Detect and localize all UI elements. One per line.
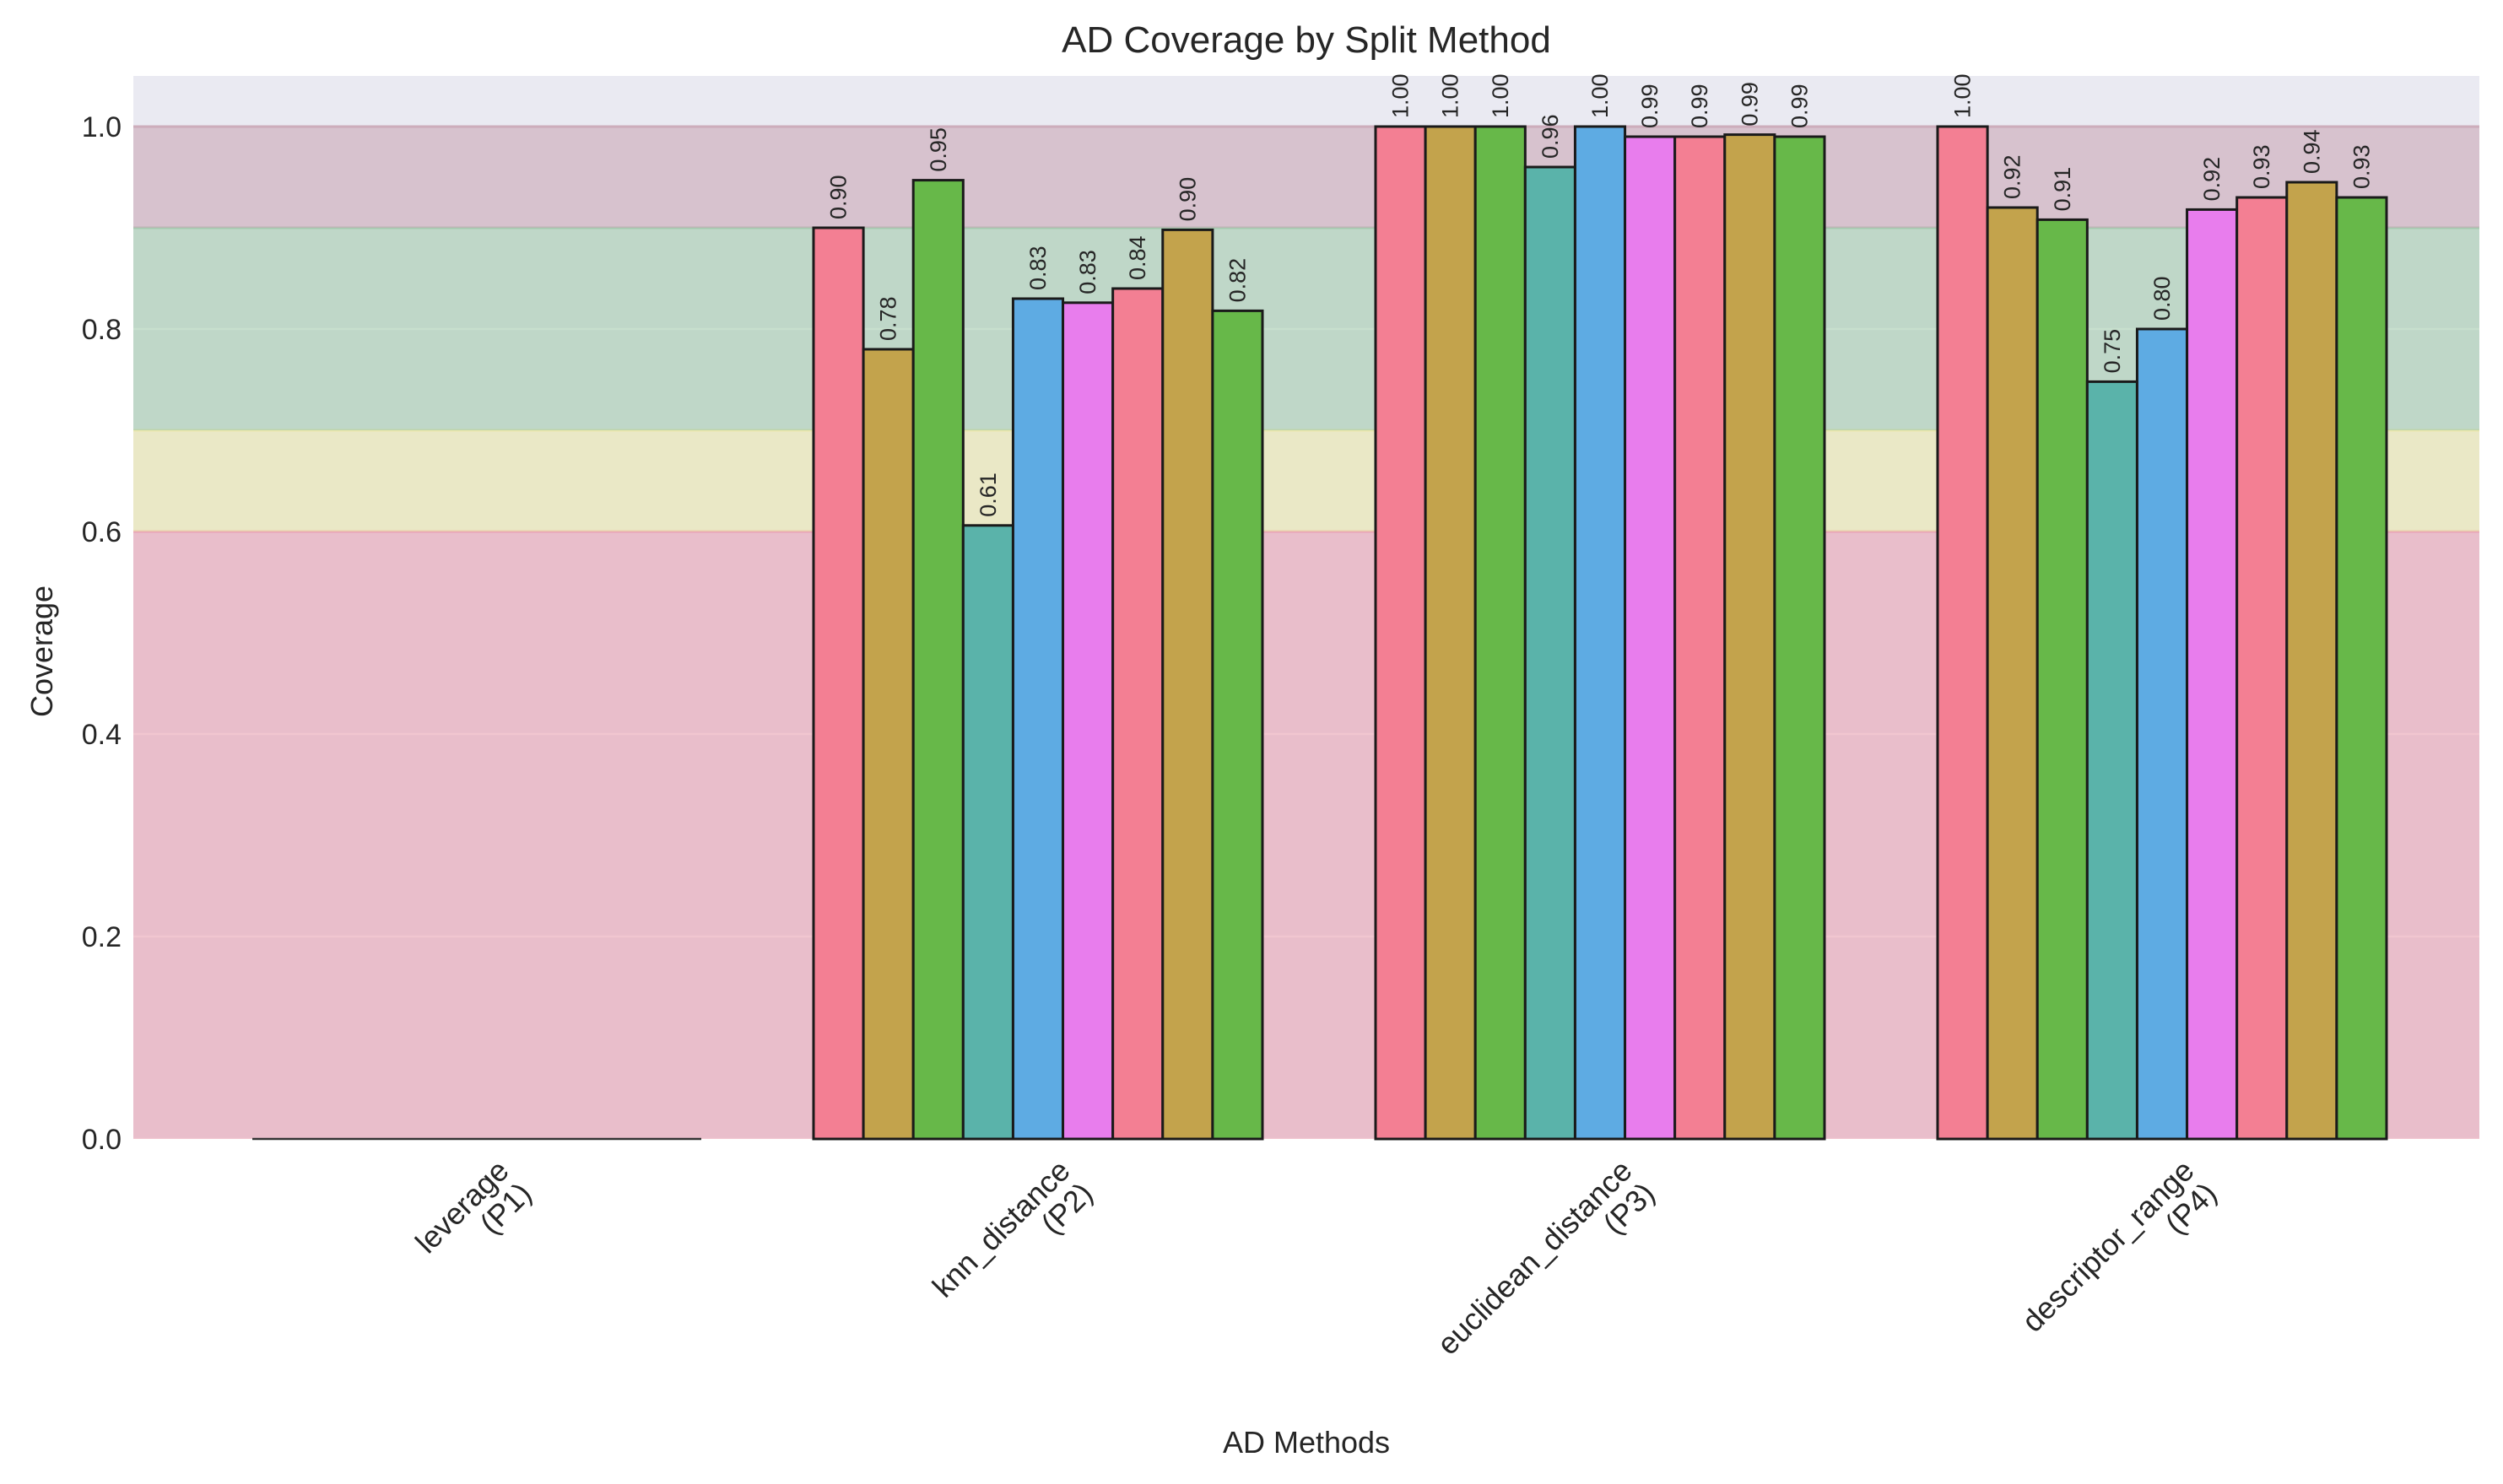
bar [1111, 287, 1165, 1141]
bar [1523, 165, 1576, 1141]
bar [1773, 135, 1826, 1141]
bar-data-label: 0.92 [2000, 154, 2025, 199]
bar [1573, 125, 1627, 1141]
bar-data-label: 0.99 [1737, 82, 1762, 127]
bar-data-label: 0.99 [1637, 84, 1662, 128]
y-tick-label: 0.0 [82, 1124, 122, 1156]
bar-data-label: 0.75 [2100, 329, 2125, 374]
bar [1986, 206, 2039, 1141]
bar-data-label: 1.00 [1488, 73, 1513, 118]
bar-data-label: 0.95 [926, 127, 951, 172]
bar [1424, 125, 1477, 1141]
x-axis-label: AD Methods [1223, 1425, 1390, 1460]
bar [961, 524, 1014, 1141]
bar [862, 348, 915, 1141]
bar [1723, 133, 1776, 1141]
bar [2085, 380, 2138, 1141]
bar [1011, 297, 1065, 1141]
bar [2135, 327, 2189, 1141]
bar-data-label: 0.83 [1075, 250, 1100, 294]
y-tick-label: 0.8 [82, 314, 122, 346]
bar-data-label: 0.96 [1538, 114, 1563, 159]
bar [1161, 228, 1214, 1141]
x-tick-label: leverage(P1) [408, 1153, 538, 1283]
bar-data-label: 0.90 [1175, 177, 1200, 222]
bar [1473, 125, 1527, 1141]
bar-data-label: 0.93 [2349, 144, 2374, 189]
y-tick-label: 0.6 [82, 516, 122, 548]
bar [2186, 208, 2239, 1141]
bar [1374, 125, 1427, 1141]
y-tick-label: 1.0 [82, 111, 122, 143]
bar-data-label: 0.93 [2249, 144, 2274, 189]
bar [812, 226, 865, 1141]
bar-data-label: 0.90 [826, 175, 851, 219]
bar [2235, 196, 2289, 1141]
bar-data-label: 0.83 [1025, 246, 1051, 290]
threshold-band [133, 127, 2479, 228]
bar-data-label: 0.99 [1687, 84, 1712, 128]
x-tick-label: knn_distance(P2) [926, 1153, 1100, 1327]
bar [2285, 181, 2338, 1141]
bar-data-label: 1.00 [1438, 73, 1463, 118]
bar-data-label: 1.00 [1950, 73, 1976, 118]
bar-data-label: 0.99 [1787, 84, 1812, 128]
y-tick-label: 0.4 [82, 719, 122, 751]
bar [2035, 218, 2089, 1141]
bar-data-label: 0.92 [2199, 157, 2225, 202]
bar [1936, 125, 1989, 1141]
bar [1211, 309, 1264, 1141]
x-tick-label: euclidean_distance(P3) [1430, 1153, 1662, 1384]
chart-title: AD Coverage by Split Method [1062, 19, 1551, 61]
bar [1062, 301, 1115, 1141]
bar-data-label: 0.94 [2299, 129, 2324, 174]
x-tick-label-line1: euclidean_distance [1430, 1153, 1639, 1362]
bar-data-label: 1.00 [1587, 73, 1613, 118]
bar-data-label: 0.91 [2050, 167, 2075, 212]
x-tick-label-line1: descriptor_range [2015, 1153, 2201, 1339]
plot-area: 0.0 0.2 0.4 0.6 0.8 1.0 0.90 0.78 0.95 0.61 0.83 0.… [82, 73, 2479, 1384]
bar [911, 179, 965, 1141]
bar-data-label: 0.80 [2149, 276, 2175, 321]
bar [2335, 196, 2388, 1141]
y-tick-label: 0.2 [82, 921, 122, 953]
bar-data-label: 1.00 [1388, 73, 1414, 118]
bar [1673, 135, 1727, 1141]
bar-data-label: 0.82 [1224, 258, 1250, 303]
y-axis-label: Coverage [24, 586, 59, 717]
bar [1624, 135, 1677, 1141]
x-tick-label: descriptor_range(P4) [2015, 1153, 2224, 1362]
bar-data-label: 0.84 [1125, 235, 1150, 280]
bar-data-label: 0.61 [976, 472, 1001, 517]
bar-data-label: 0.78 [876, 296, 901, 341]
